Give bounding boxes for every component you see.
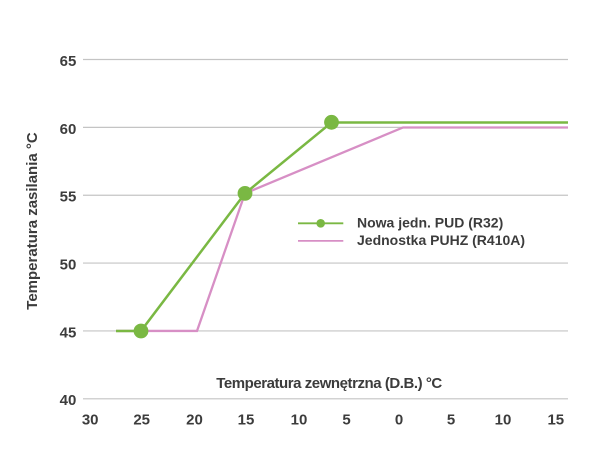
svg-text:60: 60 (60, 121, 77, 138)
svg-text:10: 10 (495, 411, 512, 428)
svg-text:15: 15 (238, 411, 255, 428)
svg-text:5: 5 (342, 411, 350, 428)
svg-text:15: 15 (547, 411, 564, 428)
svg-text:55: 55 (60, 189, 77, 206)
svg-text:45: 45 (60, 324, 77, 341)
svg-text:25: 25 (133, 411, 150, 428)
svg-text:10: 10 (291, 411, 308, 428)
svg-text:5: 5 (447, 411, 455, 428)
svg-text:40: 40 (60, 392, 77, 409)
svg-text:20: 20 (186, 411, 203, 428)
svg-text:65: 65 (60, 53, 77, 70)
svg-text:30: 30 (82, 411, 99, 428)
svg-text:50: 50 (60, 257, 77, 274)
svg-text:Nowa jedn. PUD (R32): Nowa jedn. PUD (R32) (357, 214, 503, 230)
svg-text:Jednostka PUHZ (R410A): Jednostka PUHZ (R410A) (357, 232, 525, 248)
svg-text:Temperatura zasilania °C: Temperatura zasilania °C (24, 132, 41, 310)
svg-text:Temperatura zewnętrzna (D.B.): Temperatura zewnętrzna (D.B.) °C (216, 375, 442, 392)
svg-text:0: 0 (395, 411, 403, 428)
